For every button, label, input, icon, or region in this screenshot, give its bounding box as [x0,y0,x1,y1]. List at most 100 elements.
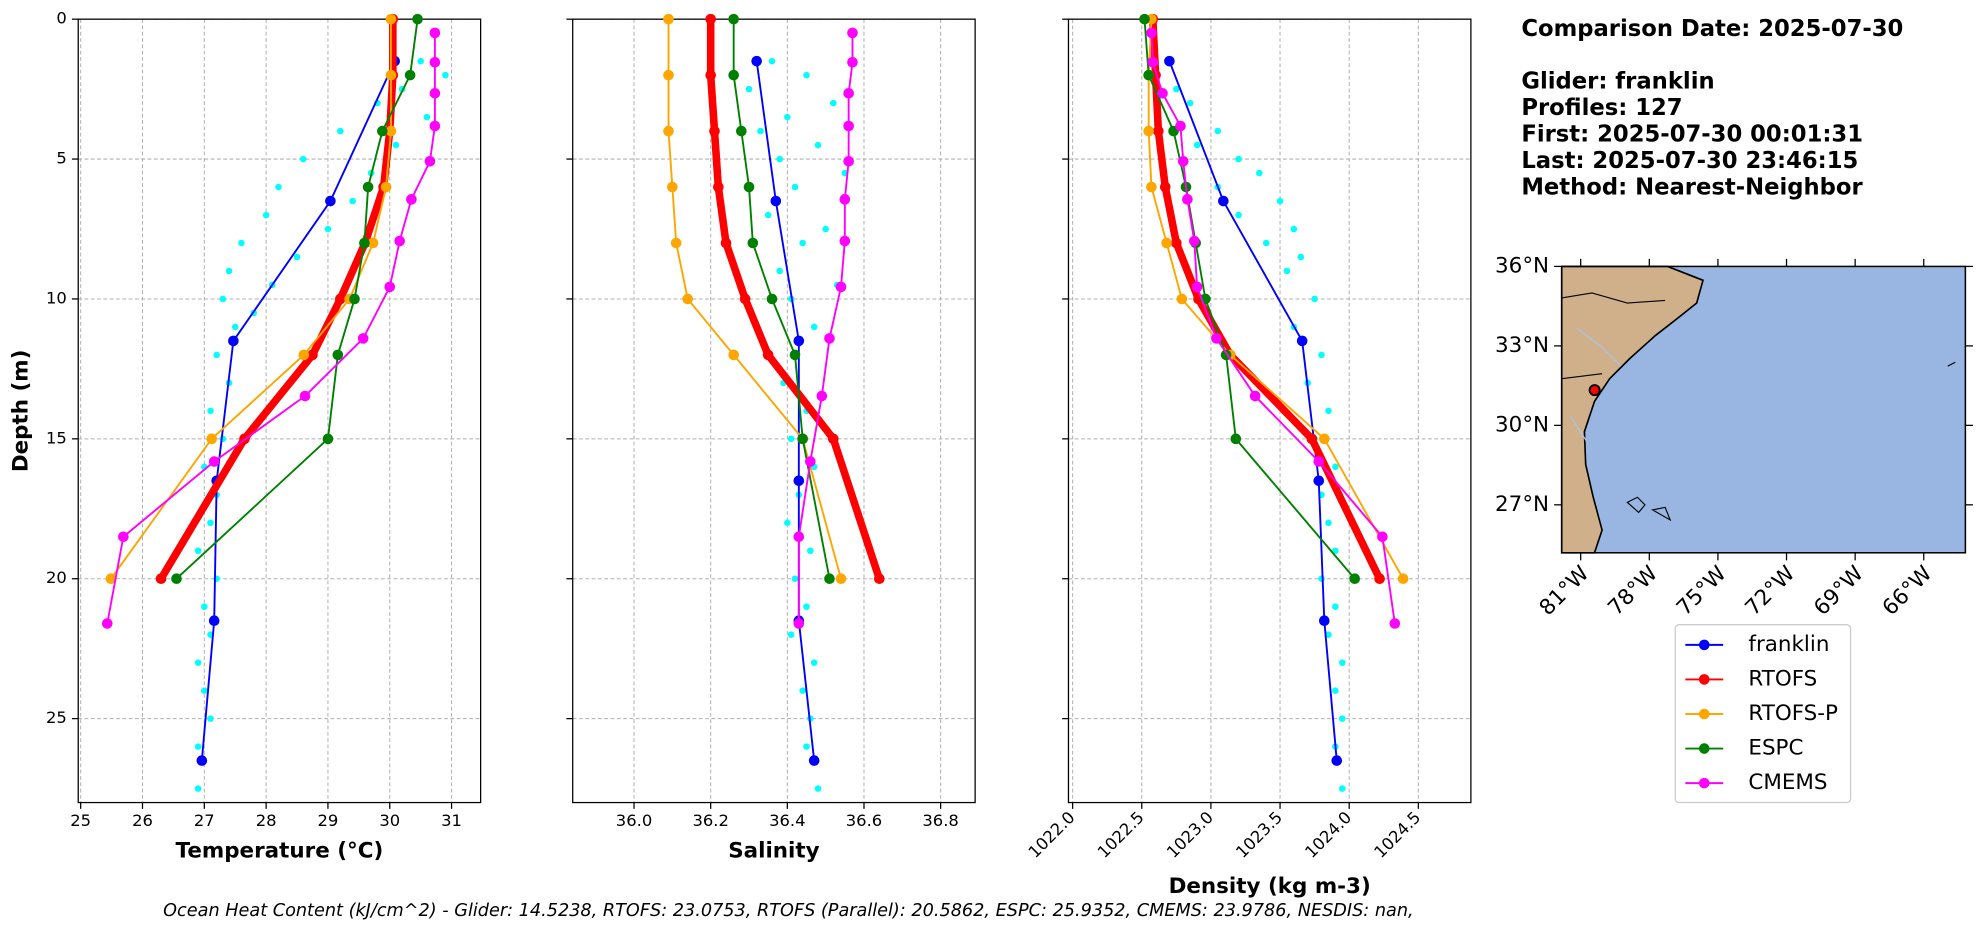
sample-point [822,225,829,233]
x-tick-label: 28 [256,811,277,830]
sample-point [293,253,301,261]
legend-marker [1698,674,1710,685]
sample-point [803,743,810,750]
info-title: Comparison Date: 2025-07-30 [1521,16,1903,42]
sample-point [1318,575,1325,583]
sample-point [1338,785,1346,792]
sample-point [262,211,270,219]
profile-point [793,335,805,347]
profile-point [359,237,370,249]
sample-point [1290,225,1298,233]
sample-point [207,715,214,722]
profile-point [1319,433,1330,445]
sample-point [194,659,202,666]
profile-point [1182,194,1193,205]
sample-point [201,687,208,694]
profile-point [839,235,851,247]
profile-point [118,531,129,543]
profile-point [766,293,778,305]
profile-point [835,281,847,293]
sample-point [219,295,227,303]
x-tick-label: 26 [132,811,153,830]
sample-point [1235,211,1242,219]
profile-point [1189,235,1200,247]
profile-point [1161,237,1172,249]
profile-point [743,181,755,193]
info-line: First: 2025-07-30 00:01:31 [1521,122,1863,148]
x-tick-label: 36.2 [692,811,728,830]
profile-point [713,181,724,193]
profile-point [847,27,858,39]
profile-point [322,433,334,445]
sample-point [207,407,214,415]
profile-point [1296,335,1308,347]
y-tick-label: 25 [46,708,67,727]
sample-point [442,71,449,79]
sample-point [1325,407,1332,415]
sample-point [1338,659,1346,666]
info-line: Method: Nearest-Neighbor [1521,175,1863,201]
border [1561,292,1956,522]
x-tick-label: 1022.5 [1094,808,1148,862]
sample-point [768,57,776,65]
profile-point [1230,433,1242,445]
x-tick-label: 1024.5 [1370,808,1424,862]
sample-point [194,785,202,792]
y-tick-label: 10 [46,288,67,307]
profile-point [1389,618,1401,629]
sample-point [1186,99,1194,107]
sample-point [1311,295,1318,303]
profile-point [816,390,828,402]
profile-point [384,281,396,293]
sample-point [1332,463,1339,471]
profile-point [843,156,854,167]
profile-point [394,235,405,247]
x-tick-label: 66°W [1878,561,1938,621]
x-tick-label: 36.0 [616,811,652,830]
y-tick-label: 20 [46,568,67,587]
profile-point [789,349,801,361]
sample-point [1235,155,1242,163]
profile-point [797,433,808,445]
plot-frame [572,18,976,804]
profile-point [667,181,678,193]
info-line: Profiles: 127 [1521,95,1682,121]
profile-point [793,531,805,543]
map-frame [1560,265,1967,554]
sample-point [392,141,400,149]
profile-point [307,349,318,361]
legend-label: CMEMS [1748,770,1827,795]
sample-point [810,659,818,666]
profile-point [1176,293,1188,305]
x-tick-label: 36.4 [769,811,805,830]
map-panel: 81°W 78°W 75°W 72°W 69°W 66°W 36°N 33°N 30°N 27°N [1495,253,1973,621]
legend-label: ESPC [1748,736,1803,761]
profile-point [835,573,847,585]
profile-point [325,195,336,207]
profile-point [404,69,416,81]
y-axis-label: Depth (m) [8,350,33,473]
sample-point [213,351,220,359]
x-tick-label: 81°W [1535,561,1595,621]
sample-point [814,785,822,792]
profile-point [1139,13,1150,25]
profile-point [298,349,310,361]
sample-point [757,127,764,135]
legend-label: franklin [1748,632,1829,657]
x-tick-label: 30 [379,811,400,830]
profile-point [377,125,388,137]
sample-point [803,603,810,610]
sample-point [1256,169,1263,177]
sample-point [275,183,282,191]
x-tick-label: 78°W [1603,561,1663,621]
profile-point [228,335,239,347]
profile-point [839,194,851,205]
sample-point [764,211,772,219]
profile-point [1319,615,1330,626]
profile-point [357,333,369,344]
legend-box [1674,624,1852,804]
sample-point [810,323,818,331]
y-tick-label: 36°N [1495,253,1549,278]
profile-point [682,293,693,305]
x-tick-label: 31 [441,811,462,830]
